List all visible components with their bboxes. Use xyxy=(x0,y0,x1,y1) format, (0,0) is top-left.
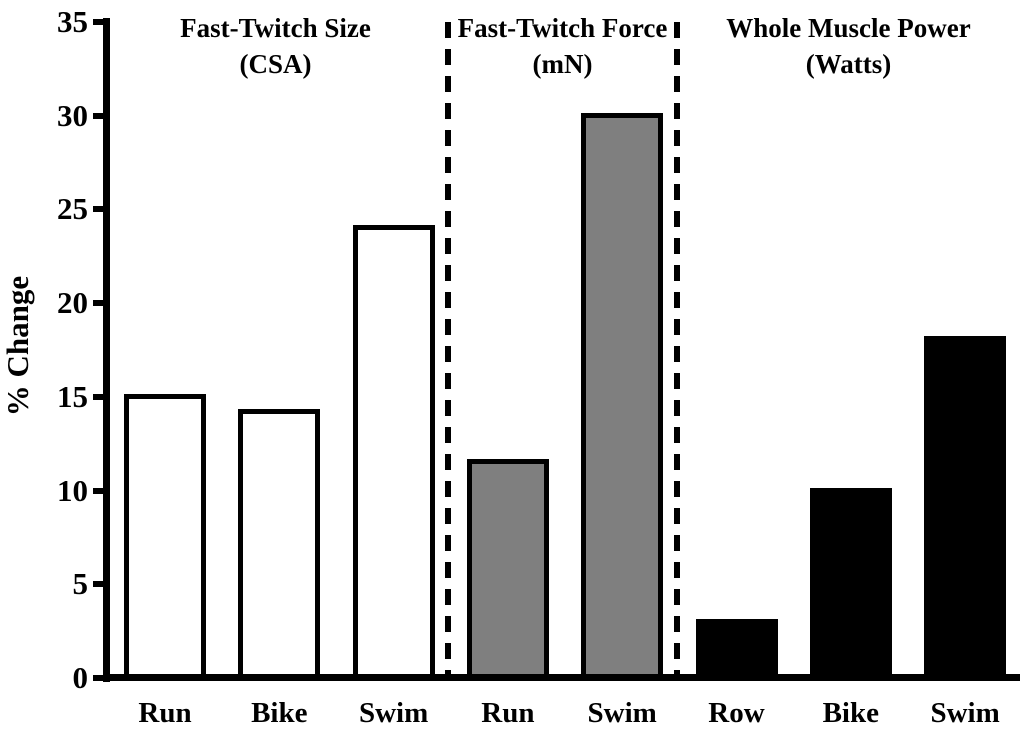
bar-row xyxy=(695,618,778,679)
section-title-line1: Whole Muscle Power xyxy=(726,13,971,43)
y-tick-mark xyxy=(93,393,103,400)
section-title-line2: (CSA) xyxy=(239,49,312,79)
section-title-line2: (mN) xyxy=(532,49,593,79)
y-tick-label: 30 xyxy=(57,97,88,133)
bar-bike xyxy=(238,408,321,679)
y-tick-label: 35 xyxy=(57,4,88,39)
y-axis-line xyxy=(103,18,110,682)
y-tick-mark xyxy=(93,19,103,25)
y-tick-mark xyxy=(93,300,103,307)
y-tick-label: 0 xyxy=(72,660,89,695)
x-tick-label: Swim xyxy=(930,697,1000,729)
y-tick-label: 10 xyxy=(57,472,88,508)
section-divider-dashed-line xyxy=(674,22,680,675)
bar-run xyxy=(466,459,549,679)
x-tick-label: Row xyxy=(708,697,765,729)
bar-run xyxy=(124,393,206,679)
y-tick-label: 20 xyxy=(57,285,88,321)
bar-swim xyxy=(581,112,664,679)
x-tick-label: Swim xyxy=(358,697,429,729)
x-tick-label: Run xyxy=(138,697,192,729)
section-title-line1: Fast-Twitch Size xyxy=(180,13,371,43)
bar-bike xyxy=(809,487,892,679)
y-tick-mark xyxy=(93,487,103,494)
y-tick-label: 5 xyxy=(72,566,89,602)
section-title: Whole Muscle Power (Watts) xyxy=(726,10,970,82)
x-tick-label: Bike xyxy=(822,697,879,729)
x-axis-line xyxy=(103,674,1020,681)
section-title: Fast-Twitch Size (CSA) xyxy=(180,10,371,82)
bar-swim xyxy=(924,335,1007,679)
section-divider-dashed-line xyxy=(445,22,451,675)
y-tick-mark xyxy=(93,675,103,681)
y-tick-mark xyxy=(93,581,103,588)
x-tick-label: Bike xyxy=(251,697,308,729)
y-tick-label: 15 xyxy=(57,378,88,414)
y-tick-mark xyxy=(93,112,103,119)
section-title-line2: (Watts) xyxy=(805,49,892,79)
x-tick-label: Swim xyxy=(587,697,657,729)
y-tick-mark xyxy=(93,206,103,213)
y-tick-label: 25 xyxy=(57,191,88,227)
section-title-line1: Fast-Twitch Force xyxy=(457,13,668,43)
bar-swim xyxy=(352,225,435,679)
section-title: Fast-Twitch Force (mN) xyxy=(458,10,668,82)
x-tick-label: Run xyxy=(481,697,535,729)
